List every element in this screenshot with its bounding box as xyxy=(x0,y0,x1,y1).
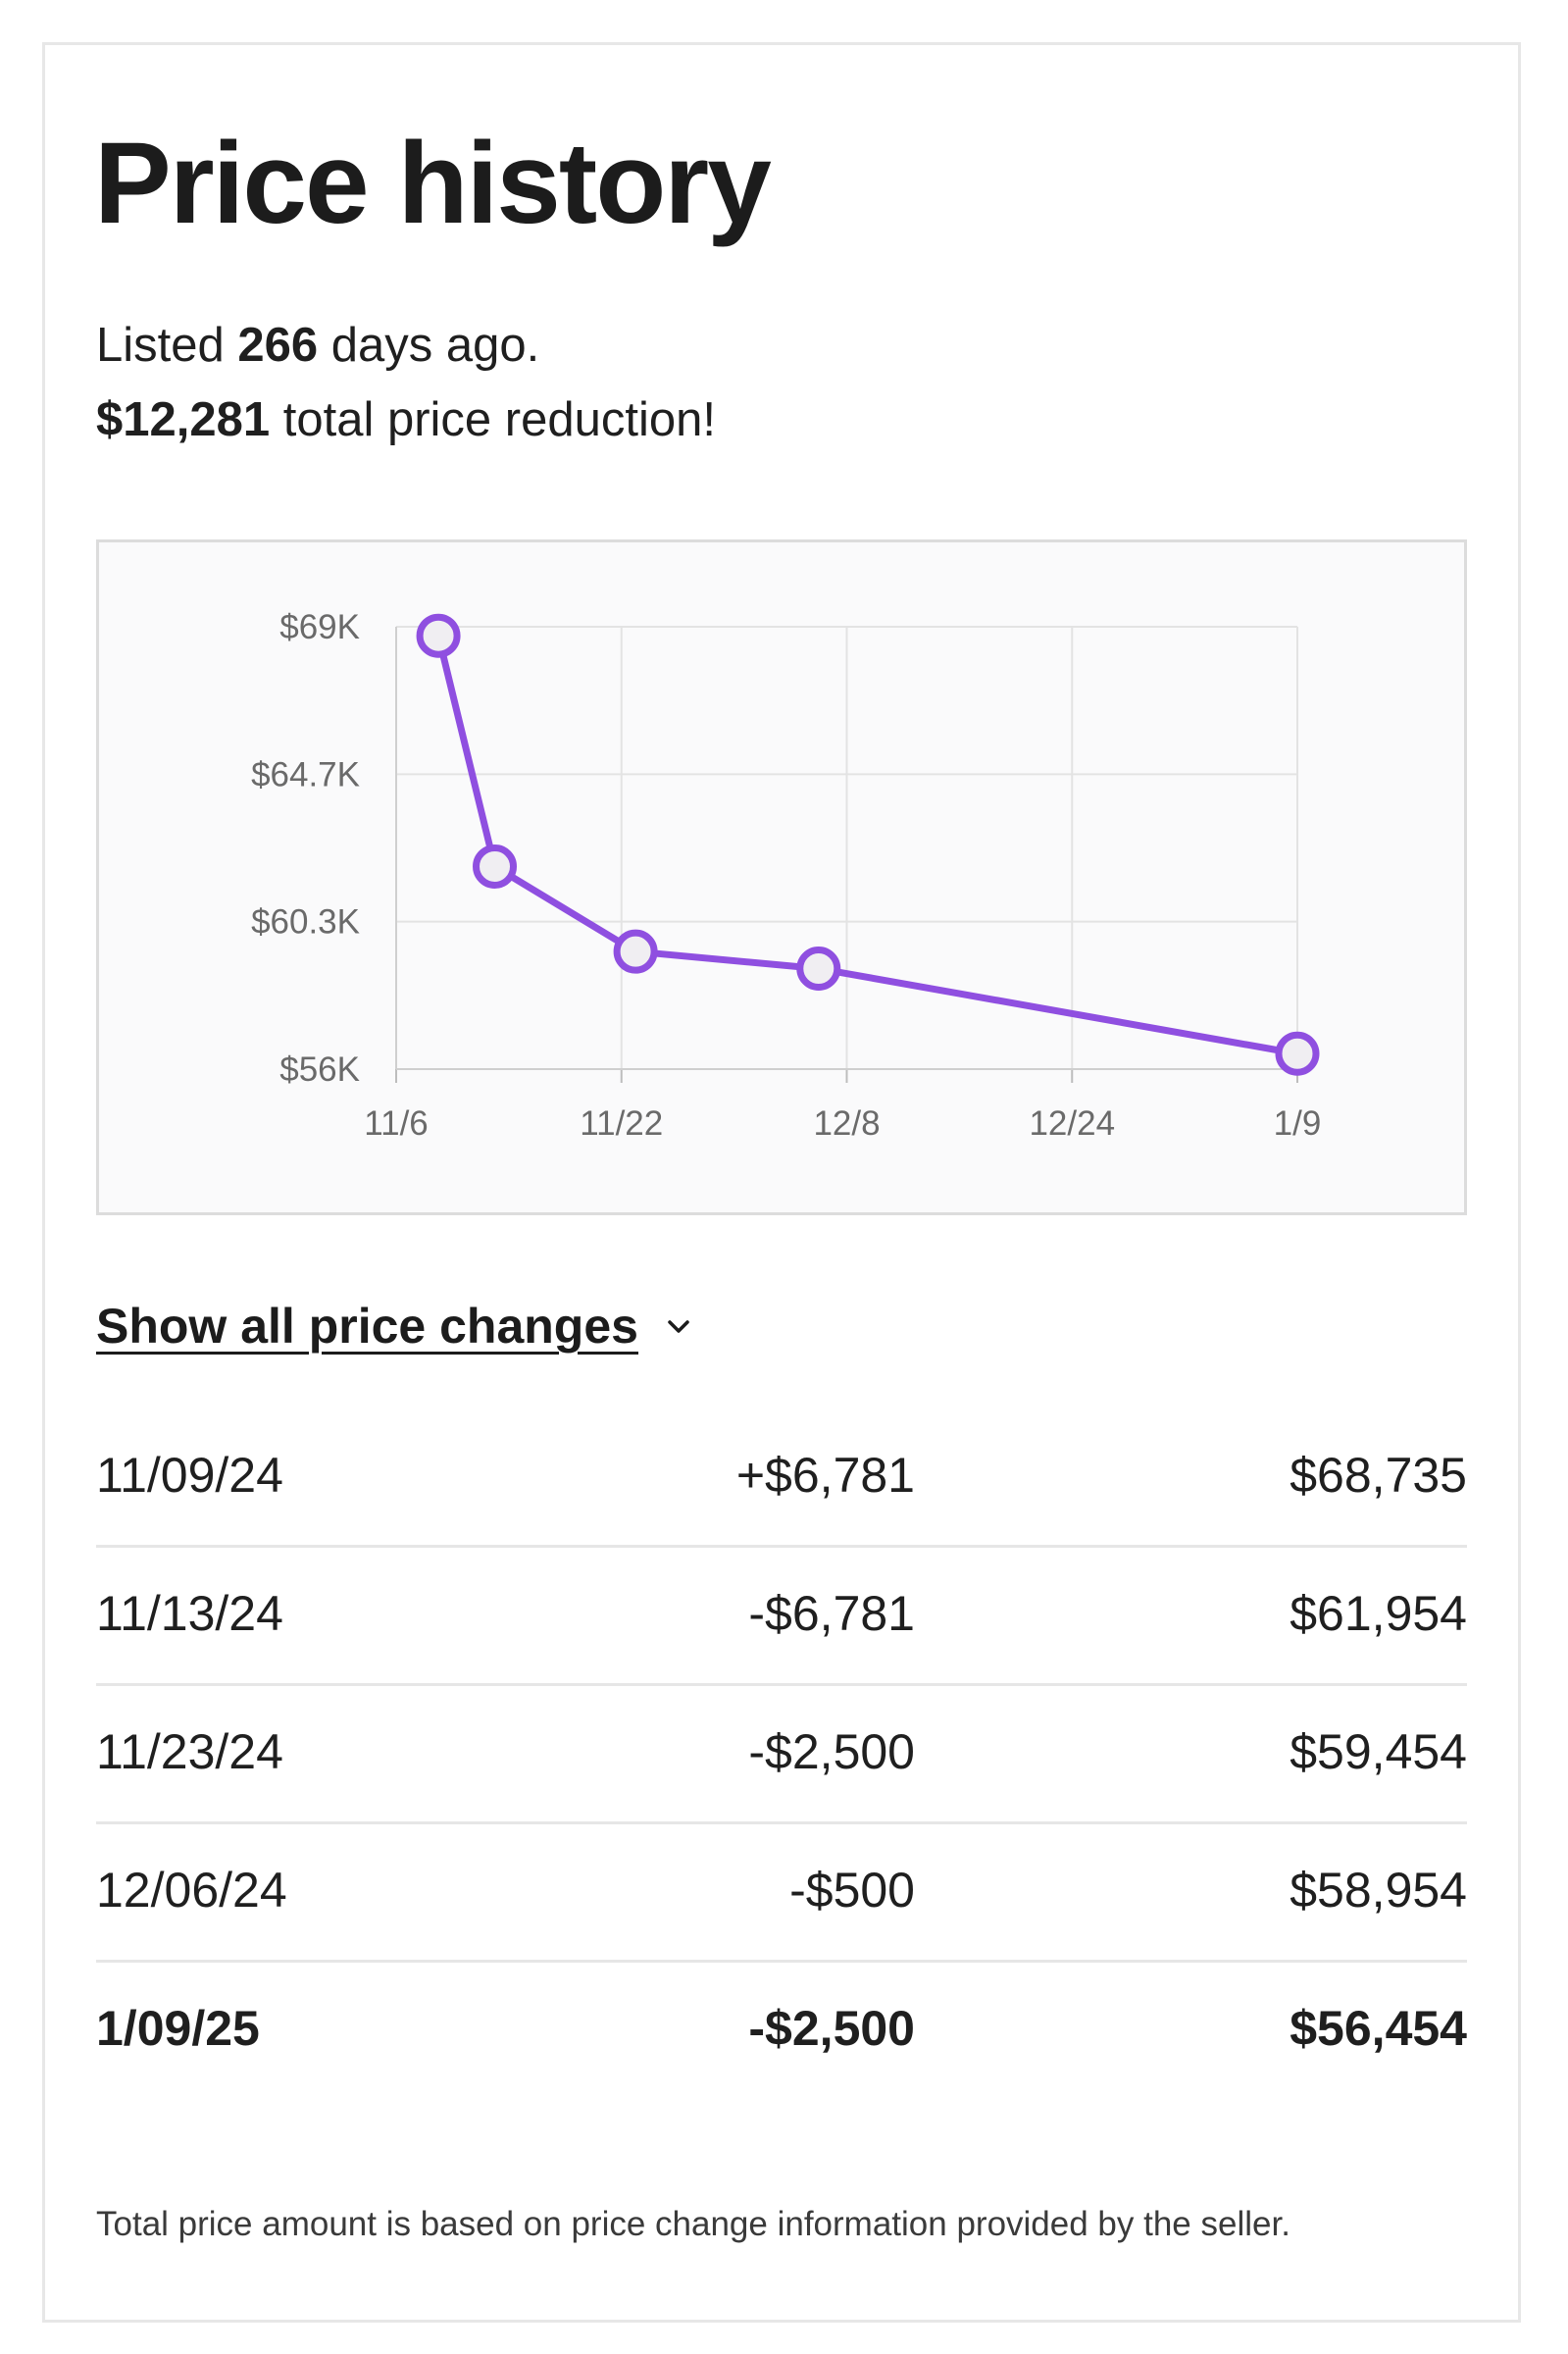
row-price: $61,954 xyxy=(1290,1586,1467,1641)
price-point xyxy=(613,929,658,974)
price-chart: $69K $64.7K $60.3K $56K 11/6 11/22 12/8 12/24 1/… xyxy=(96,539,1467,1215)
row-date: 12/06/24 xyxy=(96,1863,287,1918)
table-row: 12/06/24 -$500 $58,954 xyxy=(96,1824,1467,1963)
row-change: -$2,500 xyxy=(748,2001,915,2056)
row-change: +$6,781 xyxy=(735,1448,915,1503)
y-tick-label: $69K xyxy=(279,608,360,646)
reduction-summary: $12,281 total price reduction! xyxy=(96,396,716,444)
row-price: $58,954 xyxy=(1290,1863,1467,1918)
row-date: 11/23/24 xyxy=(96,1724,283,1779)
x-tick-label: 11/22 xyxy=(580,1104,663,1143)
row-change: -$500 xyxy=(789,1863,915,1918)
x-tick-label: 1/9 xyxy=(1274,1104,1322,1143)
footnote: Total price amount is based on price cha… xyxy=(96,2205,1290,2243)
row-change: -$6,781 xyxy=(748,1586,915,1641)
row-price: $68,735 xyxy=(1290,1448,1467,1503)
page-title: Price history xyxy=(94,119,772,248)
table-row: 11/23/24 -$2,500 $59,454 xyxy=(96,1686,1467,1824)
price-point xyxy=(1275,1031,1320,1076)
row-change: -$2,500 xyxy=(748,1724,915,1779)
reduction-amount: $12,281 xyxy=(96,393,271,446)
price-changes-table: 11/09/24 +$6,781 $68,735 11/13/24 -$6,78… xyxy=(96,1409,1467,2101)
price-series-line xyxy=(434,632,1301,1057)
x-tick-label: 12/8 xyxy=(813,1104,880,1143)
price-point xyxy=(416,613,461,658)
price-point xyxy=(796,947,841,992)
chevron-down-icon xyxy=(668,1320,689,1333)
y-tick-label: $64.7K xyxy=(251,755,360,793)
table-row-current: 1/09/25 -$2,500 $56,454 xyxy=(96,1963,1467,2101)
price-point xyxy=(473,844,518,889)
table-row: 11/13/24 -$6,781 $61,954 xyxy=(96,1548,1467,1686)
listed-prefix: Listed xyxy=(96,319,225,372)
listed-days: 266 xyxy=(237,319,319,372)
table-row: 11/09/24 +$6,781 $68,735 xyxy=(96,1409,1467,1548)
show-all-price-changes-toggle[interactable]: Show all price changes xyxy=(96,1298,693,1355)
x-tick-label: 12/24 xyxy=(1029,1104,1115,1143)
listed-summary: Listed 266 days ago. xyxy=(96,322,539,370)
listed-suffix: days ago. xyxy=(330,319,540,372)
y-tick-label: $56K xyxy=(279,1050,360,1089)
row-date: 11/13/24 xyxy=(96,1586,283,1641)
row-price: $56,454 xyxy=(1290,2001,1467,2056)
row-price: $59,454 xyxy=(1290,1724,1467,1779)
x-tick-label: 11/6 xyxy=(364,1104,429,1143)
row-date: 11/09/24 xyxy=(96,1448,283,1503)
reduction-suffix: total price reduction! xyxy=(282,393,716,446)
row-date: 1/09/25 xyxy=(96,2001,260,2056)
toggle-label: Show all price changes xyxy=(96,1299,638,1354)
y-tick-label: $60.3K xyxy=(251,903,360,942)
